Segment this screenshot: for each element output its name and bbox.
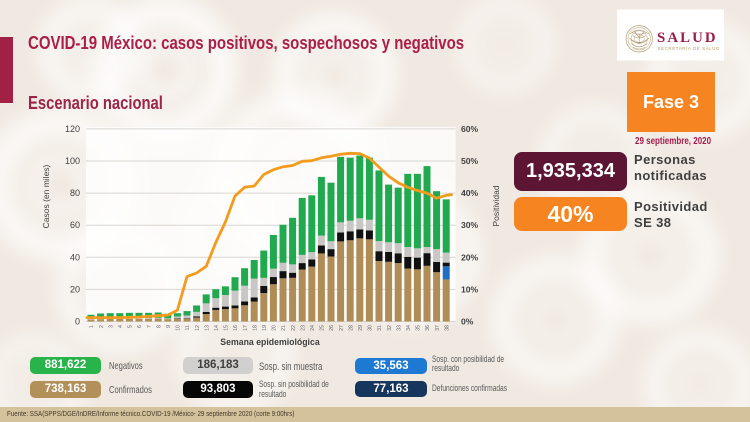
svg-text:11: 11 [185,325,191,331]
svg-text:33: 33 [396,325,402,331]
svg-text:10%: 10% [461,284,479,294]
svg-text:SALUD: SALUD [657,30,718,46]
svg-text:SECRETARÍA DE SALUD: SECRETARÍA DE SALUD [658,45,721,51]
svg-text:6: 6 [137,325,143,328]
svg-text:38: 38 [444,325,450,331]
svg-text:18: 18 [252,325,258,331]
svg-text:8: 8 [156,325,162,328]
svg-text:60%: 60% [461,124,479,134]
svg-text:0: 0 [75,317,80,327]
svg-text:14: 14 [214,325,220,331]
svg-text:Positividad: Positividad [491,185,501,226]
svg-text:Semana epidemiológica: Semana epidemiológica [220,337,320,347]
svg-text:10: 10 [176,325,182,331]
svg-text:5: 5 [128,325,134,328]
svg-text:13: 13 [204,325,210,331]
svg-text:0%: 0% [461,317,474,327]
svg-text:22: 22 [291,325,297,331]
svg-text:Casos (en miles): Casos (en miles) [41,164,51,228]
svg-text:3: 3 [108,325,114,328]
svg-text:21: 21 [281,325,287,331]
svg-text:2: 2 [99,325,105,328]
svg-text:120: 120 [65,124,80,134]
svg-text:30: 30 [368,325,374,331]
svg-text:100: 100 [65,156,80,166]
svg-text:80: 80 [70,188,80,198]
svg-text:16: 16 [233,325,239,331]
svg-text:28: 28 [348,325,354,331]
svg-text:36: 36 [425,325,431,331]
svg-text:24: 24 [310,325,316,331]
svg-text:17: 17 [243,325,249,331]
svg-text:30%: 30% [461,220,479,230]
svg-text:50%: 50% [461,156,479,166]
svg-text:60: 60 [70,220,80,230]
svg-text:20%: 20% [461,252,479,262]
svg-text:27: 27 [339,325,345,331]
svg-text:7: 7 [147,325,153,328]
svg-text:19: 19 [262,325,268,331]
svg-text:40: 40 [70,252,80,262]
svg-text:20: 20 [272,325,278,331]
svg-text:25: 25 [320,325,326,331]
svg-text:26: 26 [329,325,335,331]
svg-text:32: 32 [387,325,393,331]
svg-text:40%: 40% [461,188,479,198]
svg-text:35: 35 [416,325,422,331]
svg-text:37: 37 [435,325,441,331]
svg-text:20: 20 [70,284,80,294]
svg-text:9: 9 [166,325,172,328]
svg-text:12: 12 [195,325,201,331]
svg-text:34: 34 [406,325,412,331]
svg-text:23: 23 [300,325,306,331]
svg-text:4: 4 [118,325,124,328]
svg-text:1: 1 [89,325,95,328]
svg-text:29: 29 [358,325,364,331]
svg-text:15: 15 [224,325,230,331]
svg-text:31: 31 [377,325,383,331]
